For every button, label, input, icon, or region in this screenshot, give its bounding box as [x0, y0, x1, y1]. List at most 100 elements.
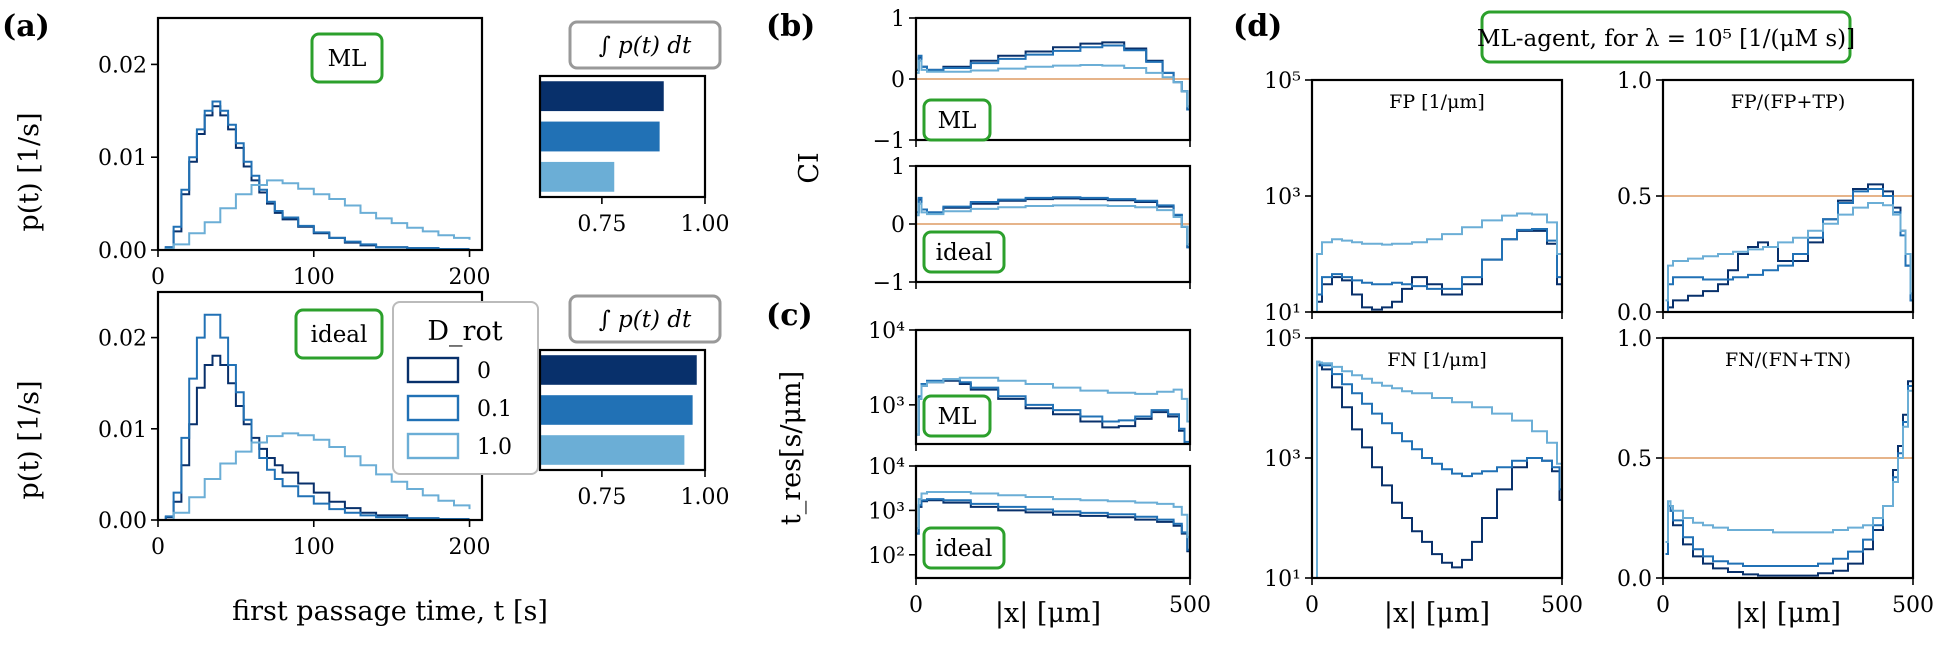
- legend-label-0: 0: [477, 359, 491, 384]
- inset-frame: [538, 348, 707, 472]
- y-tick-label: 0.00: [98, 509, 147, 534]
- x-tick-label: 100: [293, 265, 335, 290]
- legend-box: [392, 301, 539, 475]
- plot-b_ideal: −1 0 1 ideal: [873, 155, 1192, 296]
- x-tick-label: 200: [449, 535, 491, 560]
- y-tick-label: 0: [891, 213, 905, 238]
- series-1.0-line: [1665, 202, 1913, 312]
- y-tick-label: 1: [891, 155, 905, 180]
- subtitle-box: [310, 32, 384, 84]
- x-tick-label: 500: [1892, 593, 1934, 618]
- y-tick-label: 0: [891, 68, 905, 93]
- subtitle-box: [922, 526, 1006, 570]
- x-tick-label: 100: [293, 535, 335, 560]
- series-group: [916, 196, 1190, 271]
- subplot-title: FP [1/μm]: [1389, 91, 1485, 113]
- plot-d_fp: 10¹ 10³ 10⁵ FP [1/μm]: [1264, 69, 1564, 326]
- y-tick-label: 10⁵: [1264, 69, 1301, 94]
- y-tick-label: 0.01: [98, 418, 147, 443]
- y-tick-label: 10¹: [1264, 301, 1301, 326]
- subtitle-box: [922, 394, 992, 438]
- panel-c-label: (c): [766, 298, 813, 333]
- legend-title: D_rot: [427, 316, 502, 347]
- series-0-line: [158, 354, 470, 520]
- plot-c_ideal: 10² 10³ 10⁴ 0 500 ideal: [868, 455, 1211, 618]
- legend: D_rot 0 0.1 1.0: [392, 301, 539, 475]
- series-0.1-line: [916, 196, 1190, 271]
- y-tick-label: 10⁴: [868, 319, 905, 344]
- y-tick-label: 0.5: [1617, 447, 1652, 472]
- integral-title: ∫ p(t) dt: [599, 33, 692, 59]
- series-group: [916, 376, 1190, 444]
- legend-label-1: 1.0: [477, 435, 512, 460]
- subplot-title: FN/(FN+TN): [1725, 349, 1851, 371]
- integral-box: [568, 294, 722, 344]
- subplot-title: FN [1/μm]: [1387, 349, 1487, 371]
- series-0.1-line: [1314, 228, 1562, 312]
- subtitle-box: [294, 308, 384, 360]
- plot-d_fn: 10¹ 10³ 10⁵ 0 500 FN [1/μm]: [1264, 327, 1583, 618]
- series-0.1-line: [158, 100, 470, 250]
- xlabel-first-passage: first passage time, t [s]: [232, 596, 548, 627]
- x-tick-label: 0: [1656, 593, 1670, 618]
- y-tick-label: 10³: [1264, 185, 1301, 210]
- series-0.1-line: [1314, 360, 1562, 578]
- bar-inset-a_ideal_bar: 0.75 1.00 ∫ p(t) dt: [538, 294, 729, 510]
- y-tick-label: 0.5: [1617, 185, 1652, 210]
- x-tick-label: 0: [151, 535, 165, 560]
- y-tick-label: 10³: [1264, 447, 1301, 472]
- plot-d_fn_frac: 0.0 0.5 1.0 0 500 FN/(FN+TN): [1617, 327, 1934, 618]
- y-tick-label: 10⁵: [1264, 327, 1301, 352]
- plot-b_ml: −1 0 1 ML: [873, 7, 1192, 154]
- series-1.0-line: [158, 432, 471, 520]
- y-tick-label: 1.0: [1617, 69, 1652, 94]
- y-tick-label: 10³: [868, 499, 905, 524]
- ylabel-tres: t_res[s/μm]: [776, 371, 807, 525]
- y-tick-label: 1.0: [1617, 327, 1652, 352]
- bar-0.1: [540, 121, 660, 152]
- plot-a_ml: 0.00 0.01 0.02 0 100 200 ML: [98, 16, 491, 290]
- legend-swatch-0: [406, 356, 460, 384]
- y-tick-label: 0.0: [1617, 567, 1652, 592]
- subplot-title: FP/(FP+TP): [1731, 91, 1846, 113]
- series-0.1-line: [916, 378, 1190, 444]
- subtitle-text: ML: [328, 46, 367, 72]
- series-0-line: [1314, 360, 1562, 578]
- bar-inset-a_ml_bar: 0.75 1.00 ∫ p(t) dt: [538, 20, 729, 237]
- bar-1.0: [540, 161, 615, 192]
- x-tick-label: 0: [909, 593, 923, 618]
- subtitle-text: ideal: [311, 322, 368, 348]
- series-1.0-line: [916, 59, 1190, 125]
- y-tick-label: 1: [891, 7, 905, 32]
- axes-frame: [1310, 336, 1564, 580]
- subtitle-text: ideal: [936, 536, 993, 562]
- series-group: [916, 41, 1190, 128]
- subtitle-box: [922, 230, 1006, 274]
- series-0.1-line: [916, 498, 1190, 569]
- axes-frame: [914, 464, 1192, 580]
- subtitle-box: [922, 98, 992, 142]
- y-tick-label: 0.01: [98, 146, 147, 171]
- x-tick-label: 500: [1169, 593, 1211, 618]
- legend-swatch-01: [406, 394, 460, 422]
- series-group: [158, 313, 471, 520]
- y-tick-label: 10⁴: [868, 455, 905, 480]
- series-0-line: [1665, 183, 1913, 312]
- panel-a-label: (a): [2, 9, 50, 44]
- header-d-box: [1480, 10, 1852, 64]
- legend-label-01: 0.1: [477, 397, 512, 422]
- subtitle-text: ML: [938, 108, 977, 134]
- series-1.0-line: [916, 491, 1190, 565]
- axes-frame: [914, 328, 1192, 446]
- y-tick-label: 0.02: [98, 53, 147, 78]
- header-d-text: ML-agent, for λ = 10⁵ [1/(μM s)]: [1477, 26, 1855, 52]
- y-tick-label: 10²: [868, 544, 905, 569]
- bar-0.1: [540, 395, 693, 425]
- y-tick-label: −1: [873, 271, 905, 296]
- y-tick-label: 0.02: [98, 327, 147, 352]
- subtitle-text: ML: [938, 404, 977, 430]
- series-1.0-line: [916, 202, 1190, 268]
- y-tick-label: 0.0: [1617, 301, 1652, 326]
